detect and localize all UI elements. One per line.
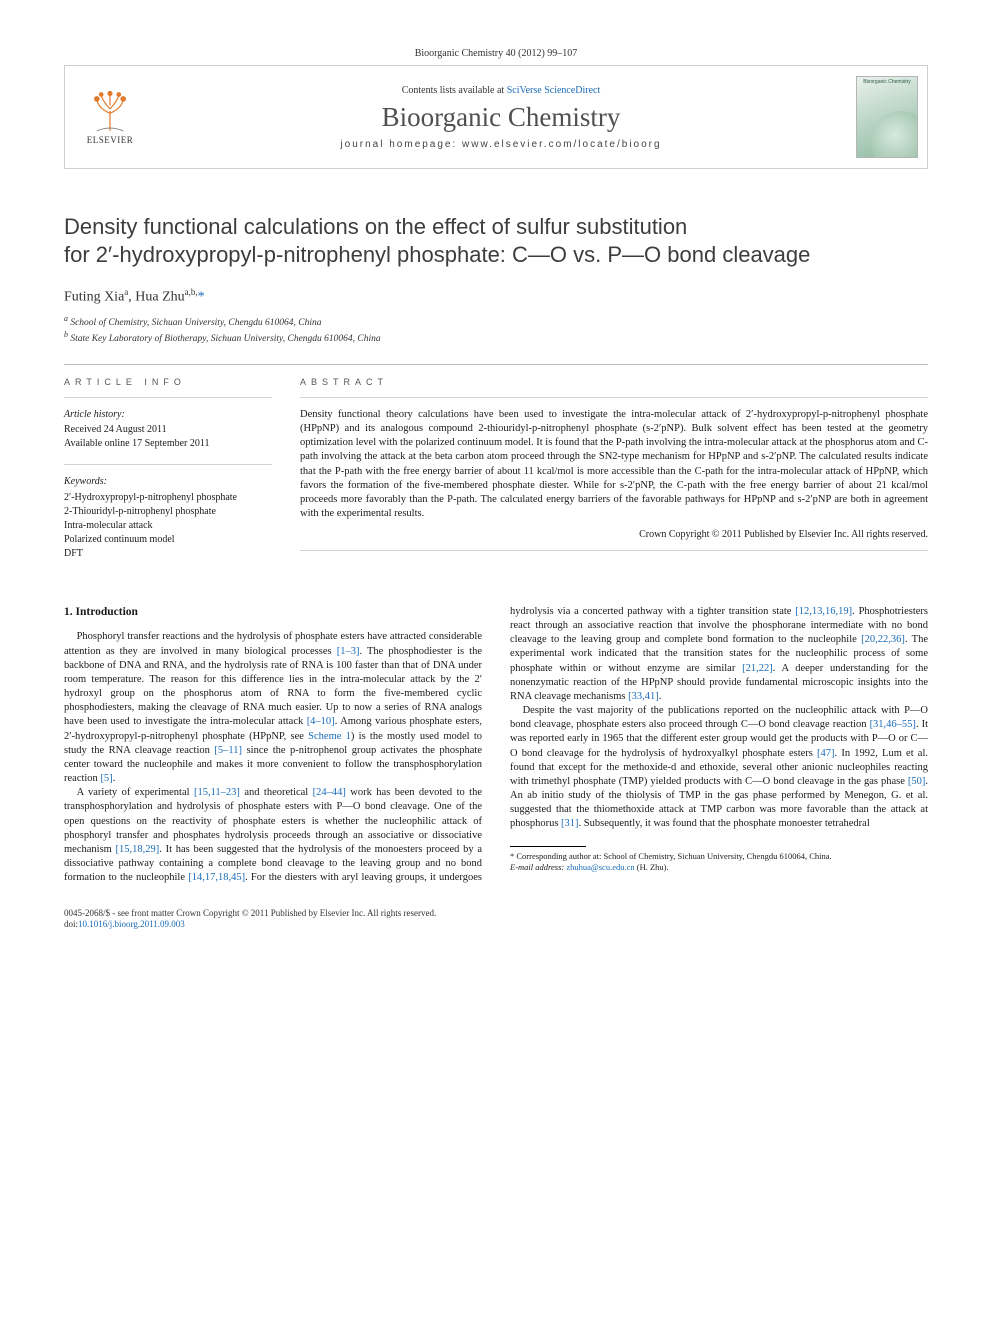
article-title: Density functional calculations on the e…	[64, 213, 928, 269]
doi-line: doi:10.1016/j.bioorg.2011.09.003	[64, 919, 928, 931]
footnote-email-line: E-mail address: zhuhua@scu.edu.cn (H. Zh…	[510, 862, 928, 873]
intro-para-3: Despite the vast majority of the publica…	[510, 704, 928, 832]
keywords-block: Keywords: 2′-Hydroxypropyl-p-nitrophenyl…	[64, 475, 272, 561]
ref-link[interactable]: [5]	[100, 773, 112, 784]
journal-cover-thumb: Bioorganic Chemistry	[856, 76, 918, 158]
doi-label: doi:	[64, 919, 78, 929]
citation-bar: Bioorganic Chemistry 40 (2012) 99–107	[64, 48, 928, 59]
ref-link[interactable]: [21,22]	[742, 663, 773, 674]
meta-abstract-row: ARTICLE INFO Article history: Received 2…	[64, 377, 928, 575]
affil-a-text: School of Chemistry, Sichuan University,…	[70, 318, 321, 328]
ref-link[interactable]: [5–11]	[214, 745, 242, 756]
footnote-block: * Corresponding author at: School of Che…	[510, 851, 928, 873]
article-info-heading: ARTICLE INFO	[64, 377, 272, 387]
keyword-4: Polarized continuum model	[64, 533, 272, 547]
footnote-email-link[interactable]: zhuhua@scu.edu.cn	[566, 862, 634, 872]
footnote-email-suffix: (H. Zhu).	[635, 862, 669, 872]
cover-text: Bioorganic Chemistry	[857, 80, 917, 86]
corr-author-link[interactable]: *	[198, 290, 205, 305]
history-block: Article history: Received 24 August 2011…	[64, 408, 272, 451]
page-root: Bioorganic Chemistry 40 (2012) 99–107	[0, 0, 992, 971]
ref-link[interactable]: [4–10]	[307, 716, 335, 727]
ref-link[interactable]: [24–44]	[313, 787, 346, 798]
abstract-heading: ABSTRACT	[300, 377, 928, 387]
authors-line: Futing Xiaa, Hua Zhua,b,*	[64, 287, 928, 306]
body-columns: 1. Introduction Phosphoryl transfer reac…	[64, 605, 928, 886]
history-line-1: Received 24 August 2011	[64, 423, 272, 437]
bottom-matter: 0045-2068/$ - see front matter Crown Cop…	[64, 908, 928, 931]
keywords-list: 2′-Hydroxypropyl-p-nitrophenyl phosphate…	[64, 491, 272, 561]
ref-link[interactable]: [14,17,18,45]	[188, 872, 245, 883]
author-2-affil: a,b,	[185, 287, 198, 297]
info-rule-2	[64, 464, 272, 465]
keyword-2: 2-Thiouridyl-p-nitrophenyl phosphate	[64, 505, 272, 519]
title-line-2: for 2′-hydroxypropyl-p-nitrophenyl phosp…	[64, 242, 810, 267]
affil-b: b State Key Laboratory of Biotherapy, Si…	[64, 330, 928, 346]
journal-homepage: journal homepage: www.elsevier.com/locat…	[340, 139, 661, 150]
affil-a: a School of Chemistry, Sichuan Universit…	[64, 314, 928, 330]
title-line-1: Density functional calculations on the e…	[64, 214, 687, 239]
intro-para-1: Phosphoryl transfer reactions and the hy…	[64, 630, 482, 786]
journal-name: Bioorganic Chemistry	[382, 102, 621, 133]
abstract-col: ABSTRACT Density functional theory calcu…	[300, 377, 928, 575]
sciencedirect-link[interactable]: SciVerse ScienceDirect	[507, 85, 601, 96]
ref-link[interactable]: [50]	[908, 776, 926, 787]
rule-top	[64, 364, 928, 365]
article-info-col: ARTICLE INFO Article history: Received 2…	[64, 377, 272, 575]
ref-link[interactable]: [15,11–23]	[194, 787, 240, 798]
journal-banner: ELSEVIER Contents lists available at Sci…	[64, 65, 928, 169]
abstract-rule-bottom	[300, 550, 928, 551]
elsevier-tree-icon	[88, 89, 132, 133]
ref-link[interactable]: [20,22,36]	[861, 634, 905, 645]
footnote-email-label: E-mail address:	[510, 862, 564, 872]
history-title: Article history:	[64, 408, 272, 422]
footnote-corr: * Corresponding author at: School of Che…	[510, 851, 928, 862]
info-rule-1	[64, 397, 272, 398]
ref-link[interactable]: [31]	[561, 818, 579, 829]
author-1-affil: a	[124, 287, 128, 297]
keywords-title: Keywords:	[64, 475, 272, 489]
contents-prefix: Contents lists available at	[402, 85, 507, 96]
keyword-3: Intra-molecular attack	[64, 519, 272, 533]
keyword-5: DFT	[64, 547, 272, 561]
doi-link[interactable]: 10.1016/j.bioorg.2011.09.003	[78, 919, 185, 929]
affiliations: a School of Chemistry, Sichuan Universit…	[64, 314, 928, 346]
author-2: Hua Zhu	[135, 290, 184, 305]
keyword-1: 2′-Hydroxypropyl-p-nitrophenyl phosphate	[64, 491, 272, 505]
abstract-text: Density functional theory calculations h…	[300, 408, 928, 521]
abstract-rule	[300, 397, 928, 398]
ref-link[interactable]: [47]	[817, 748, 835, 759]
publisher-label: ELSEVIER	[87, 135, 134, 145]
ref-link[interactable]: [1–3]	[337, 646, 360, 657]
section-1-heading: 1. Introduction	[64, 605, 482, 621]
publisher-block: ELSEVIER	[65, 66, 155, 168]
affil-b-text: State Key Laboratory of Biotherapy, Sich…	[70, 334, 380, 344]
abstract-copyright: Crown Copyright © 2011 Published by Else…	[300, 529, 928, 540]
author-1: Futing Xia	[64, 290, 124, 305]
scheme-link[interactable]: Scheme 1	[308, 731, 351, 742]
ref-link[interactable]: [33,41]	[628, 691, 659, 702]
contents-line: Contents lists available at SciVerse Sci…	[402, 85, 601, 96]
history-line-2: Available online 17 September 2011	[64, 437, 272, 451]
banner-center: Contents lists available at SciVerse Sci…	[155, 66, 847, 168]
footnote-rule	[510, 846, 586, 847]
ref-link[interactable]: [12,13,16,19]	[795, 606, 852, 617]
ref-link[interactable]: [15,18,29]	[116, 844, 160, 855]
banner-cover-slot: Bioorganic Chemistry	[847, 66, 927, 168]
issn-line: 0045-2068/$ - see front matter Crown Cop…	[64, 908, 928, 920]
ref-link[interactable]: [31,46–55]	[870, 719, 916, 730]
